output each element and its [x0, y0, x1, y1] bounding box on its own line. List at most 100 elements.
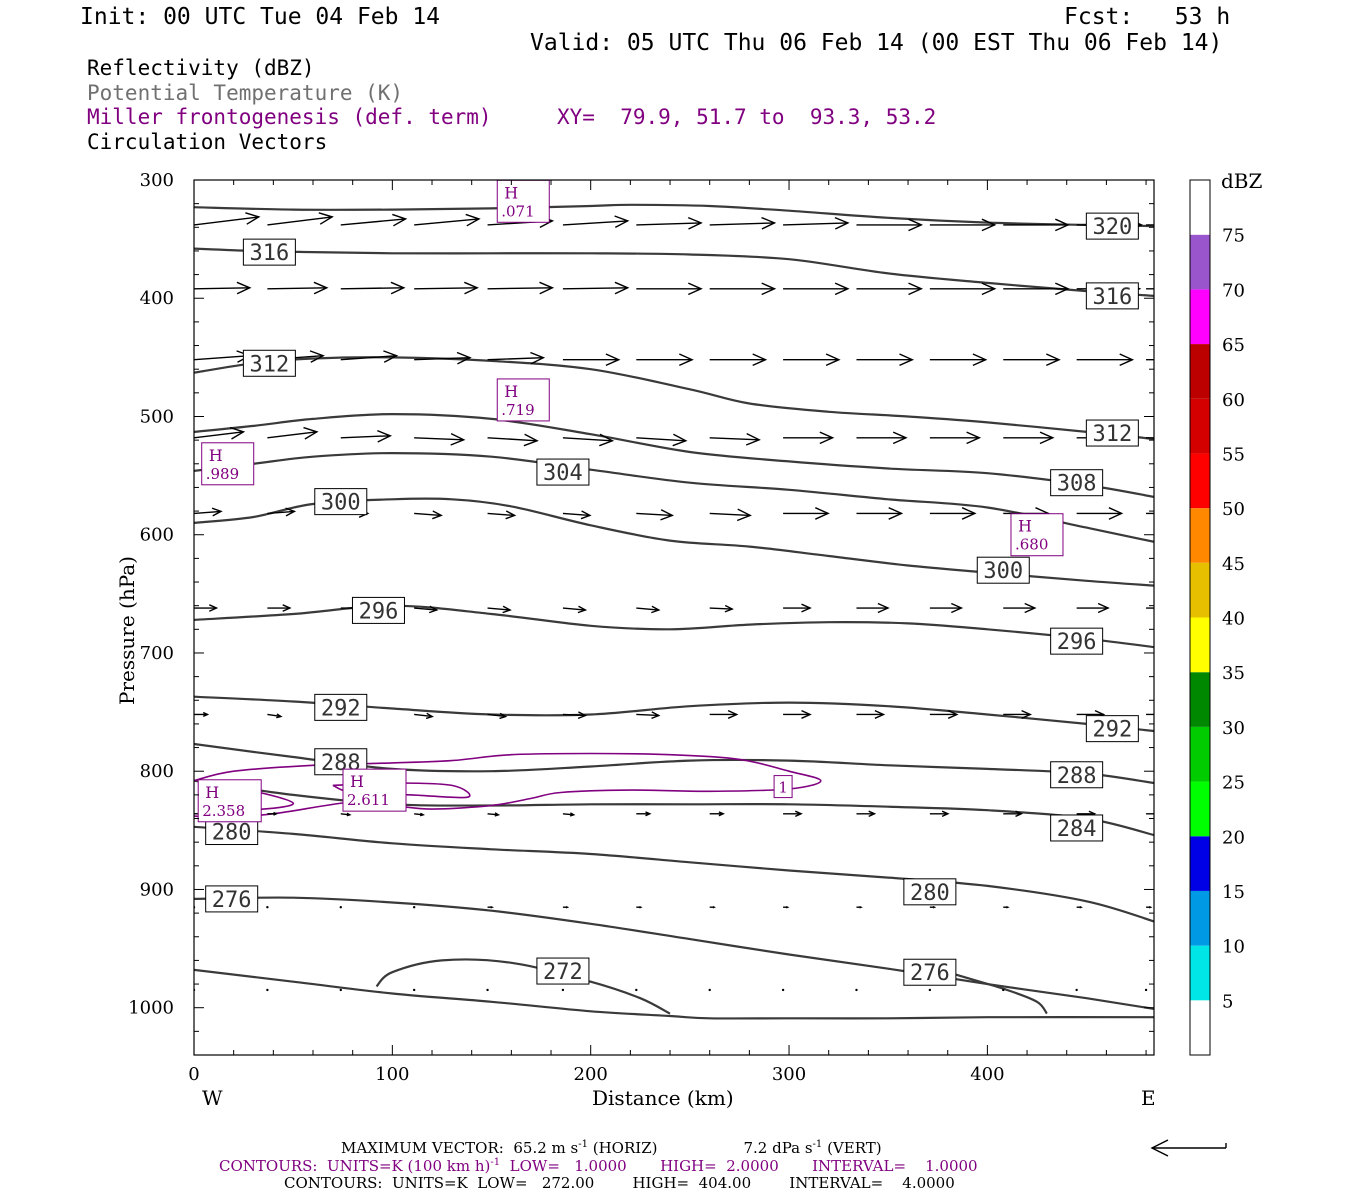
vector-head — [961, 507, 977, 520]
colorbar-segment — [1190, 617, 1210, 673]
vector-head — [605, 353, 621, 367]
vector-head — [932, 905, 937, 909]
theta-label: 316 — [249, 241, 289, 266]
vector-head — [724, 604, 734, 613]
vector-head — [815, 507, 830, 520]
colorbar-segment — [1190, 890, 1210, 946]
theta-label-box — [903, 878, 957, 906]
frontogenesis-max-value: 2.358 — [202, 802, 245, 820]
vector-head — [834, 282, 850, 296]
vector-head — [981, 218, 997, 232]
frontogenesis-max-box — [342, 768, 407, 812]
colorbar-label: 65 — [1222, 335, 1245, 356]
theta-label: 288 — [1057, 764, 1097, 789]
vector-shaft — [562, 437, 613, 442]
west-label: W — [202, 1086, 223, 1110]
theta-label-box — [1085, 419, 1139, 447]
vector-dot — [928, 988, 932, 992]
vector-dot — [339, 988, 342, 992]
vector-head — [580, 510, 592, 520]
vector-head — [1039, 431, 1055, 445]
frontogenesis-max-label: H — [504, 183, 518, 202]
vector-shaft — [414, 437, 464, 441]
colorbar-segment — [1190, 289, 1210, 345]
y-tick-label: 1000 — [128, 998, 174, 1019]
vector-head — [688, 282, 703, 296]
frontogenesis-max-label: H — [205, 783, 219, 802]
vector-head — [908, 282, 924, 296]
theta-label: 272 — [543, 960, 583, 985]
frontogenesis-label: 1 — [778, 779, 788, 797]
theta-label-box — [903, 958, 957, 986]
vector-head — [892, 431, 908, 445]
vector-head — [273, 811, 279, 816]
frontogenesis-max-value: 2.611 — [347, 791, 390, 809]
theta-label: 280 — [910, 881, 950, 906]
vector-dot — [266, 988, 269, 992]
x-tick-label: 100 — [375, 1064, 409, 1085]
vector-shaft — [709, 222, 775, 226]
colorbar-segment — [1190, 234, 1210, 290]
vector-head — [392, 213, 408, 227]
field-theta: Potential Temperature (K) — [87, 81, 404, 105]
vector-shaft — [636, 607, 659, 611]
vector-shaft — [194, 355, 250, 361]
vector-head — [464, 281, 479, 295]
colorbar-label: 15 — [1222, 882, 1245, 903]
theta-label: 308 — [1057, 472, 1097, 497]
frontogenesis-max-label: H — [1018, 517, 1032, 536]
vector-dot — [1075, 988, 1078, 992]
colorbar-label: 50 — [1222, 499, 1245, 520]
theta-label: 292 — [321, 696, 361, 721]
frontogenesis-contour-1 — [194, 752, 822, 819]
vector-head — [834, 216, 850, 230]
colorbar-segment — [1190, 398, 1210, 454]
vector-head — [565, 905, 570, 909]
theta-label: 296 — [359, 599, 399, 624]
vector-dot — [339, 905, 342, 909]
x-tick-label: 200 — [574, 1064, 608, 1085]
colorbar-label: 75 — [1222, 226, 1245, 247]
vector-head — [639, 905, 643, 909]
colorbar-segment — [1190, 672, 1210, 727]
vector-head — [390, 281, 406, 295]
frontogenesis-max-box — [496, 378, 550, 422]
vector-head — [494, 812, 501, 817]
theta-label-box — [1050, 761, 1104, 789]
vector-dot — [1144, 988, 1148, 992]
vector-head — [276, 713, 283, 719]
vector-head — [465, 213, 481, 227]
vector-head — [499, 712, 508, 720]
vector-head — [1055, 282, 1070, 296]
vector-head — [313, 281, 329, 295]
vector-head — [425, 712, 434, 720]
theta-label: 316 — [1092, 285, 1132, 310]
vector-head — [727, 709, 739, 719]
vector-head — [660, 509, 675, 521]
axis-ticks: 0 100 200 300 400 300 400 500 600 700 800 900 1000 — [128, 170, 1154, 1085]
vector-head — [801, 709, 812, 719]
theta-label-box — [1085, 715, 1139, 743]
vector-shaft — [267, 287, 327, 290]
vector-shaft — [487, 713, 506, 718]
vector-head — [679, 353, 694, 367]
vector-head — [1097, 602, 1110, 614]
vector-head — [941, 810, 950, 818]
vector-shaft — [487, 287, 553, 290]
vector-head — [377, 429, 393, 443]
theta-label-box — [976, 556, 1030, 584]
forecast-hour: Fcst: 53 h — [1064, 4, 1231, 30]
vector-shaft — [194, 510, 222, 515]
colorbar-segment — [1190, 836, 1210, 891]
theta-label-box — [1085, 282, 1139, 310]
vector-shaft — [414, 713, 433, 718]
vector-head — [761, 216, 777, 230]
colorbar-label: 45 — [1222, 554, 1245, 575]
vector-dot — [412, 905, 416, 909]
vector-shaft — [709, 437, 760, 441]
vector-shaft — [267, 431, 317, 439]
vector-head — [899, 353, 915, 367]
theta-contour-320 — [194, 203, 1154, 228]
theta-contour-316 — [194, 247, 1154, 297]
